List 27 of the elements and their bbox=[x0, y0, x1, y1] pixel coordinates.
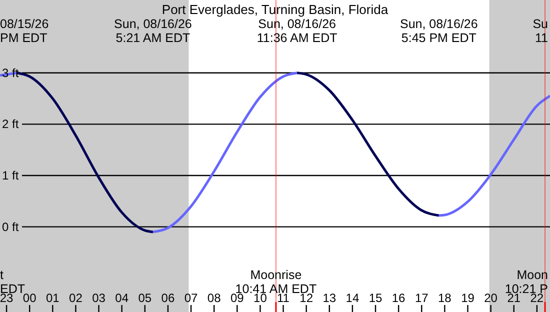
x-tick-label: 00 bbox=[22, 291, 37, 305]
y-tick-label: 0 ft bbox=[2, 220, 20, 234]
y-tick-label: 2 ft bbox=[2, 117, 20, 132]
x-tick-label: 05 bbox=[138, 291, 152, 305]
annotation: Su 11 bbox=[532, 17, 548, 45]
x-tick-label: 06 bbox=[161, 291, 175, 305]
annotation: 08/15/26 PM EDT bbox=[0, 17, 49, 45]
annotation: Sun, 08/16/26 11:36 AM EDT bbox=[256, 17, 338, 45]
x-tick-label: 14 bbox=[346, 291, 360, 305]
x-tick-label: 13 bbox=[322, 291, 336, 305]
x-tick-label: 17 bbox=[414, 291, 429, 305]
chart-title: Port Everglades, Turning Basin, Florida bbox=[162, 2, 389, 17]
annotation: Sun, 08/16/26 5:45 PM EDT bbox=[400, 17, 478, 45]
x-tick-label: 19 bbox=[461, 291, 475, 305]
y-tick-label: 1 ft bbox=[2, 168, 20, 182]
y-tick-label: 3 ft bbox=[2, 66, 20, 80]
x-tick-label: 08 bbox=[207, 291, 222, 305]
x-tick-label: 02 bbox=[69, 291, 83, 305]
x-tick-label: 16 bbox=[392, 291, 406, 305]
annotation: Sun, 08/16/26 5:21 AM EDT bbox=[114, 17, 192, 45]
x-tick-label: 01 bbox=[46, 291, 60, 305]
x-tick-label: 04 bbox=[115, 291, 129, 305]
x-tick-label: 20 bbox=[484, 291, 498, 305]
x-tick-label: 03 bbox=[92, 291, 106, 305]
x-tick-label: 07 bbox=[184, 291, 198, 305]
x-tick-label: 18 bbox=[438, 291, 452, 305]
x-tick-label: 15 bbox=[368, 291, 382, 305]
